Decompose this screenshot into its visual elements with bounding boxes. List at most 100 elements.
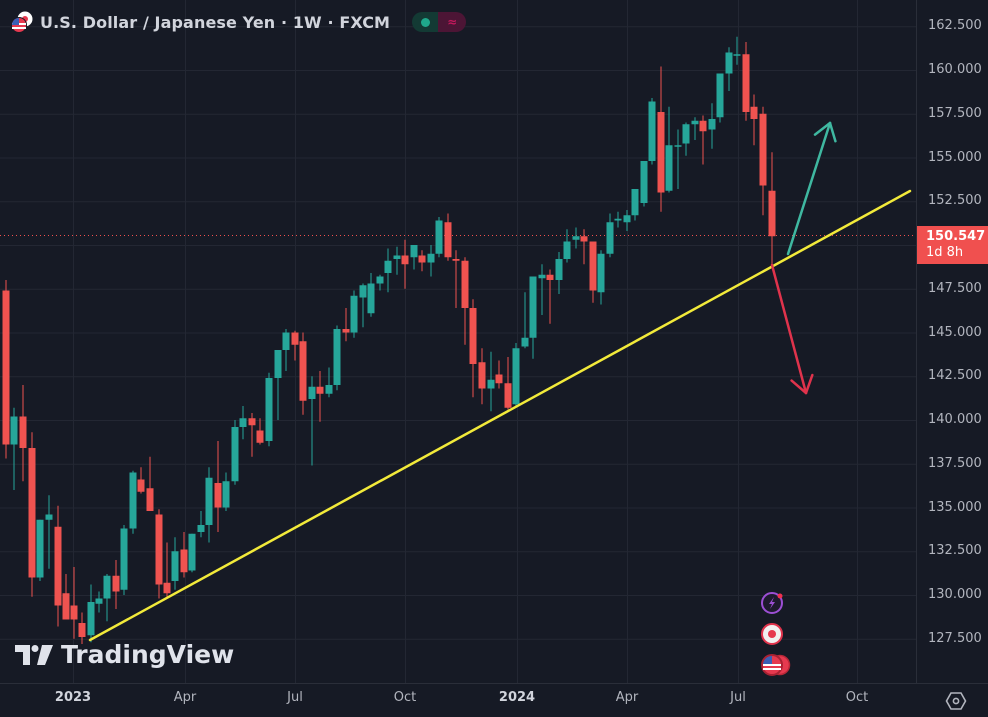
- candle-body: [631, 189, 639, 216]
- candle: [674, 129, 682, 189]
- candle: [350, 290, 358, 338]
- candle: [359, 283, 367, 328]
- candle-body: [222, 481, 230, 508]
- candle: [129, 470, 137, 534]
- candle: [478, 348, 486, 405]
- price-axis-label: 152.500: [928, 193, 982, 209]
- candle: [597, 250, 605, 305]
- price-axis-label: 137.500: [928, 455, 982, 471]
- candle-body: [674, 145, 682, 147]
- candle: [691, 117, 699, 140]
- bearish-arrow: [770, 263, 814, 395]
- candle-body: [759, 113, 767, 186]
- chart-header: U.S. Dollar / Japanese Yen · 1W · FXCM ≈: [10, 8, 467, 36]
- candle: [325, 367, 333, 398]
- candle: [699, 115, 707, 165]
- candle: [376, 274, 384, 291]
- candle-body: [171, 551, 179, 581]
- symbol-title[interactable]: U.S. Dollar / Japanese Yen · 1W · FXCM: [40, 12, 391, 32]
- candle-body: [239, 418, 247, 427]
- bar-countdown: 1d 8h: [926, 245, 964, 260]
- candle: [274, 350, 282, 420]
- candle-body: [197, 525, 205, 532]
- candle: [19, 385, 27, 482]
- candle: [155, 509, 163, 599]
- candle: [342, 308, 350, 342]
- candle-body: [10, 416, 18, 445]
- candle-body: [521, 337, 529, 347]
- candle-body: [28, 448, 36, 578]
- candle-body: [495, 374, 503, 384]
- candle-body: [180, 549, 188, 573]
- arrow-head: [790, 379, 808, 395]
- candle: [222, 472, 230, 511]
- candle: [316, 371, 324, 422]
- candle-body: [2, 290, 10, 445]
- candle-body: [350, 295, 358, 333]
- dividend-event-icon[interactable]: [759, 621, 785, 651]
- candle: [367, 273, 375, 317]
- chart-settings-icon[interactable]: [945, 690, 967, 712]
- time-axis-label: Jul: [287, 690, 303, 705]
- candle: [768, 152, 776, 266]
- candle: [146, 456, 154, 511]
- candle-body: [376, 276, 384, 284]
- candle: [2, 280, 10, 459]
- price-axis-label: 147.500: [928, 280, 982, 296]
- candle-body: [155, 514, 163, 585]
- candle: [716, 73, 724, 123]
- candle: [589, 241, 597, 303]
- candle: [78, 612, 86, 644]
- candle-body: [146, 488, 154, 511]
- candles: [2, 36, 776, 644]
- economic-event-flags-icon[interactable]: [759, 652, 793, 682]
- candle-body: [750, 106, 758, 119]
- arrow-shaft: [770, 263, 808, 395]
- candle: [45, 495, 53, 569]
- candle-body: [461, 260, 469, 308]
- time-axis-label: Apr: [173, 690, 197, 705]
- candle-body: [36, 519, 44, 578]
- candle-body: [606, 222, 614, 254]
- candle: [648, 98, 656, 165]
- bullish-arrow: [786, 121, 837, 256]
- candle: [103, 574, 111, 622]
- tradingview-logo-icon: [15, 644, 53, 665]
- candle: [384, 248, 392, 293]
- price-axis-label: 162.500: [928, 18, 982, 34]
- candle: [623, 210, 631, 231]
- candle: [742, 42, 750, 121]
- candle: [469, 299, 477, 398]
- drawings[interactable]: [88, 121, 912, 642]
- candle: [410, 245, 418, 270]
- candle-body: [589, 241, 597, 291]
- arrow-shaft: [786, 121, 832, 256]
- candle: [435, 217, 443, 258]
- candle: [563, 229, 571, 263]
- candle-body: [188, 533, 196, 571]
- candle: [137, 467, 145, 494]
- candle-body: [580, 236, 588, 242]
- lightning-event-icon[interactable]: [759, 590, 785, 620]
- tradingview-wordmark: TradingView: [61, 640, 235, 669]
- candle-body: [716, 73, 724, 118]
- candle-body: [418, 255, 426, 263]
- candle-body: [248, 418, 256, 426]
- candle: [521, 292, 529, 349]
- candle: [504, 357, 512, 410]
- candle-body: [54, 526, 62, 606]
- candle: [188, 533, 196, 573]
- candle: [333, 325, 341, 391]
- candle-body: [359, 285, 367, 298]
- market-status-badge[interactable]: ≈: [412, 12, 467, 32]
- price-axis-label: 142.500: [928, 368, 982, 384]
- candle-body: [342, 329, 350, 333]
- candle: [640, 161, 648, 207]
- candle-body: [733, 54, 741, 56]
- candle: [487, 351, 495, 412]
- candle: [555, 252, 563, 294]
- candle: [87, 584, 95, 643]
- price-axis-label: 140.000: [928, 412, 982, 427]
